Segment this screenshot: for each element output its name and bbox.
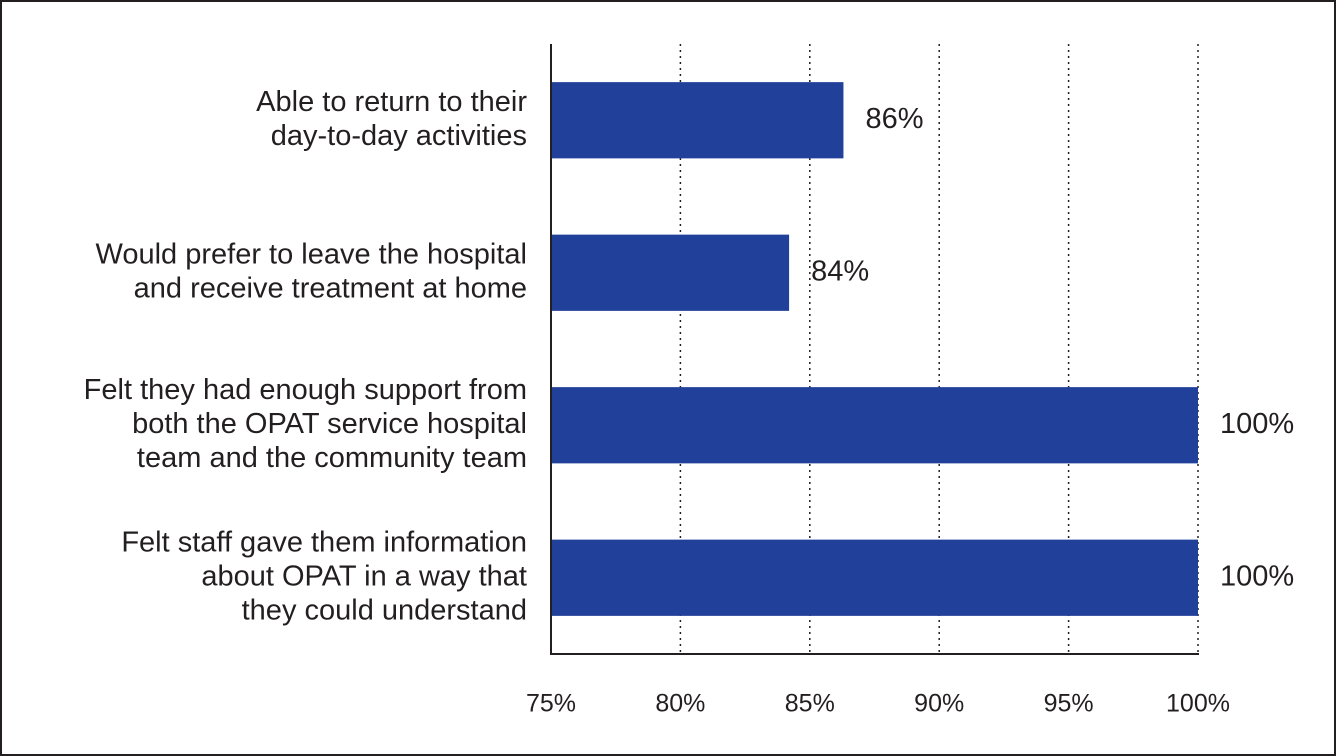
- value-labels: 86% 84% 100% 100%: [811, 103, 1294, 593]
- x-tick-label-4: 95%: [1044, 690, 1094, 718]
- bars: [551, 82, 1198, 616]
- category-label-3-line-1: about OPAT in a way that: [201, 560, 527, 592]
- x-tick-label-0: 75%: [526, 690, 576, 718]
- category-label-0-line-1: day-to-day activities: [271, 120, 527, 152]
- bar-2: [551, 387, 1198, 464]
- value-label-3: 100%: [1220, 560, 1294, 592]
- x-tick-label-1: 80%: [655, 690, 705, 718]
- value-label-0: 86%: [865, 103, 923, 135]
- category-label-1-line-1: and receive treatment at home: [134, 272, 527, 304]
- category-label-2-line-0: Felt they had enough support from: [84, 374, 527, 406]
- bar-0: [551, 82, 844, 159]
- category-label-1-line-0: Would prefer to leave the hospital: [95, 238, 527, 270]
- category-label-3-line-2: they could understand: [242, 594, 527, 626]
- bar-1: [551, 234, 790, 311]
- x-tick-label-5: 100%: [1166, 690, 1230, 718]
- category-label-2-line-2: team and the community team: [137, 442, 527, 474]
- x-tick-label-2: 85%: [785, 690, 835, 718]
- axes: [550, 44, 1199, 655]
- category-label-3-line-0: Felt staff gave them information: [121, 526, 527, 558]
- category-label-2-line-1: both the OPAT service hospital: [132, 408, 527, 440]
- value-label-1: 84%: [811, 255, 869, 287]
- bar-3: [551, 539, 1198, 616]
- x-tick-label-3: 90%: [914, 690, 964, 718]
- category-label-0-line-0: Able to return to their: [256, 86, 527, 118]
- value-label-2: 100%: [1220, 408, 1294, 440]
- x-tick-labels: 75% 80% 85% 90% 95% 100%: [526, 690, 1230, 718]
